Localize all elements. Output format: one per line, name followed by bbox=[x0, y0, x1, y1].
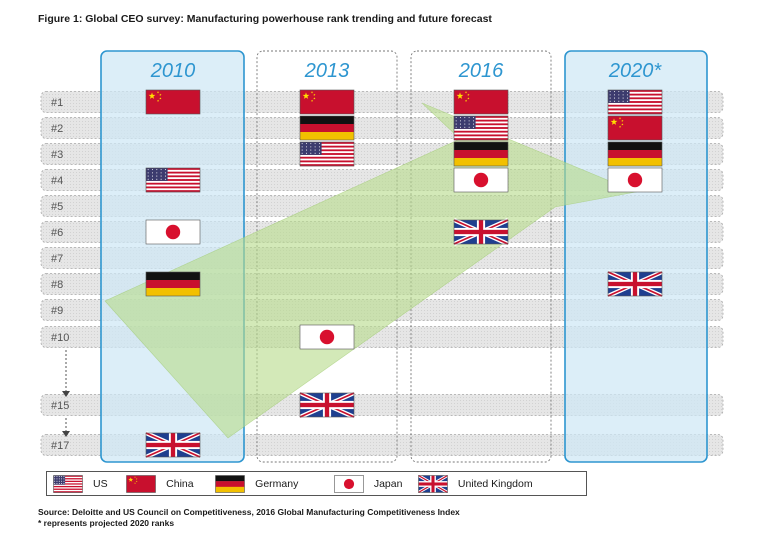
uk-flag-icon bbox=[417, 474, 448, 493]
flag-japan-2020 bbox=[607, 167, 663, 193]
flag-us-2020 bbox=[607, 89, 663, 115]
rank-label: #3 bbox=[51, 149, 63, 161]
rank-label: #2 bbox=[51, 123, 63, 135]
flag-us-2013 bbox=[299, 141, 355, 167]
legend-item-us: US bbox=[53, 474, 126, 493]
legend-label: US bbox=[93, 477, 108, 490]
japan-flag-icon bbox=[334, 474, 364, 493]
flag-uk-2016 bbox=[453, 218, 509, 246]
flag-japan-2010 bbox=[145, 219, 201, 245]
flag-japan-2016 bbox=[453, 167, 509, 193]
rank-label: #17 bbox=[51, 440, 69, 452]
flag-japan-2013 bbox=[299, 324, 355, 350]
rank-label: #5 bbox=[51, 201, 63, 213]
rank-label: #4 bbox=[51, 175, 63, 187]
flag-germany-2020 bbox=[607, 141, 663, 167]
legend-label: China bbox=[166, 477, 194, 490]
figure-title: Figure 1: Global CEO survey: Manufacturi… bbox=[38, 13, 492, 25]
skip-arrow-head bbox=[62, 391, 70, 397]
flag-china-2013 bbox=[299, 89, 355, 115]
legend-item-germany: Germany bbox=[215, 474, 334, 493]
flag-germany-2016 bbox=[453, 141, 509, 167]
rank-label: #8 bbox=[51, 279, 63, 291]
column-box-2020 bbox=[564, 50, 708, 463]
legend-label: Germany bbox=[255, 477, 299, 490]
flag-us-2016 bbox=[453, 115, 509, 141]
skip-arrow-head bbox=[62, 431, 70, 437]
germany-flag-icon bbox=[215, 474, 245, 493]
legend-item-china: China bbox=[126, 474, 215, 493]
flag-germany-2013 bbox=[299, 115, 355, 141]
column-year-label: 2016 bbox=[458, 60, 504, 82]
source-text: Source: Deloitte and US Council on Compe… bbox=[38, 507, 460, 517]
flag-uk-2010 bbox=[145, 431, 201, 459]
legend-label: Japan bbox=[373, 477, 403, 490]
projection-note: * represents projected 2020 ranks bbox=[38, 518, 175, 528]
rank-chart: 2010 2013 2016 2020* #1 #2 #3 #4 #5 #6 #7 #8 #9 #10 #… bbox=[40, 50, 724, 463]
rank-label: #10 bbox=[51, 332, 69, 344]
column-box-2016 bbox=[410, 50, 552, 463]
us-flag-icon bbox=[53, 474, 83, 493]
legend: US China Germany Japan United Kingdom bbox=[46, 471, 587, 496]
rank-label: #15 bbox=[51, 400, 69, 412]
flag-us-2010 bbox=[145, 167, 201, 193]
rank-label: #9 bbox=[51, 305, 63, 317]
flag-china-2020 bbox=[607, 115, 663, 141]
flag-china-2010 bbox=[145, 89, 201, 115]
rank-label: #6 bbox=[51, 227, 63, 239]
china-flag-icon bbox=[126, 474, 156, 493]
column-year-label: 2013 bbox=[304, 60, 350, 82]
legend-label: United Kingdom bbox=[457, 477, 533, 490]
flag-china-2016 bbox=[453, 89, 509, 115]
source-note: Source: Deloitte and US Council on Compe… bbox=[38, 507, 460, 529]
rank-label: #1 bbox=[51, 97, 63, 109]
flag-germany-2010 bbox=[145, 271, 201, 297]
rank-label: #7 bbox=[51, 253, 63, 265]
flag-uk-2013 bbox=[299, 391, 355, 419]
column-year-label: 2010 bbox=[150, 60, 196, 82]
legend-item-uk: United Kingdom bbox=[417, 474, 586, 493]
legend-item-japan: Japan bbox=[334, 474, 418, 493]
flag-uk-2020 bbox=[607, 270, 663, 298]
column-year-label: 2020* bbox=[608, 60, 662, 82]
